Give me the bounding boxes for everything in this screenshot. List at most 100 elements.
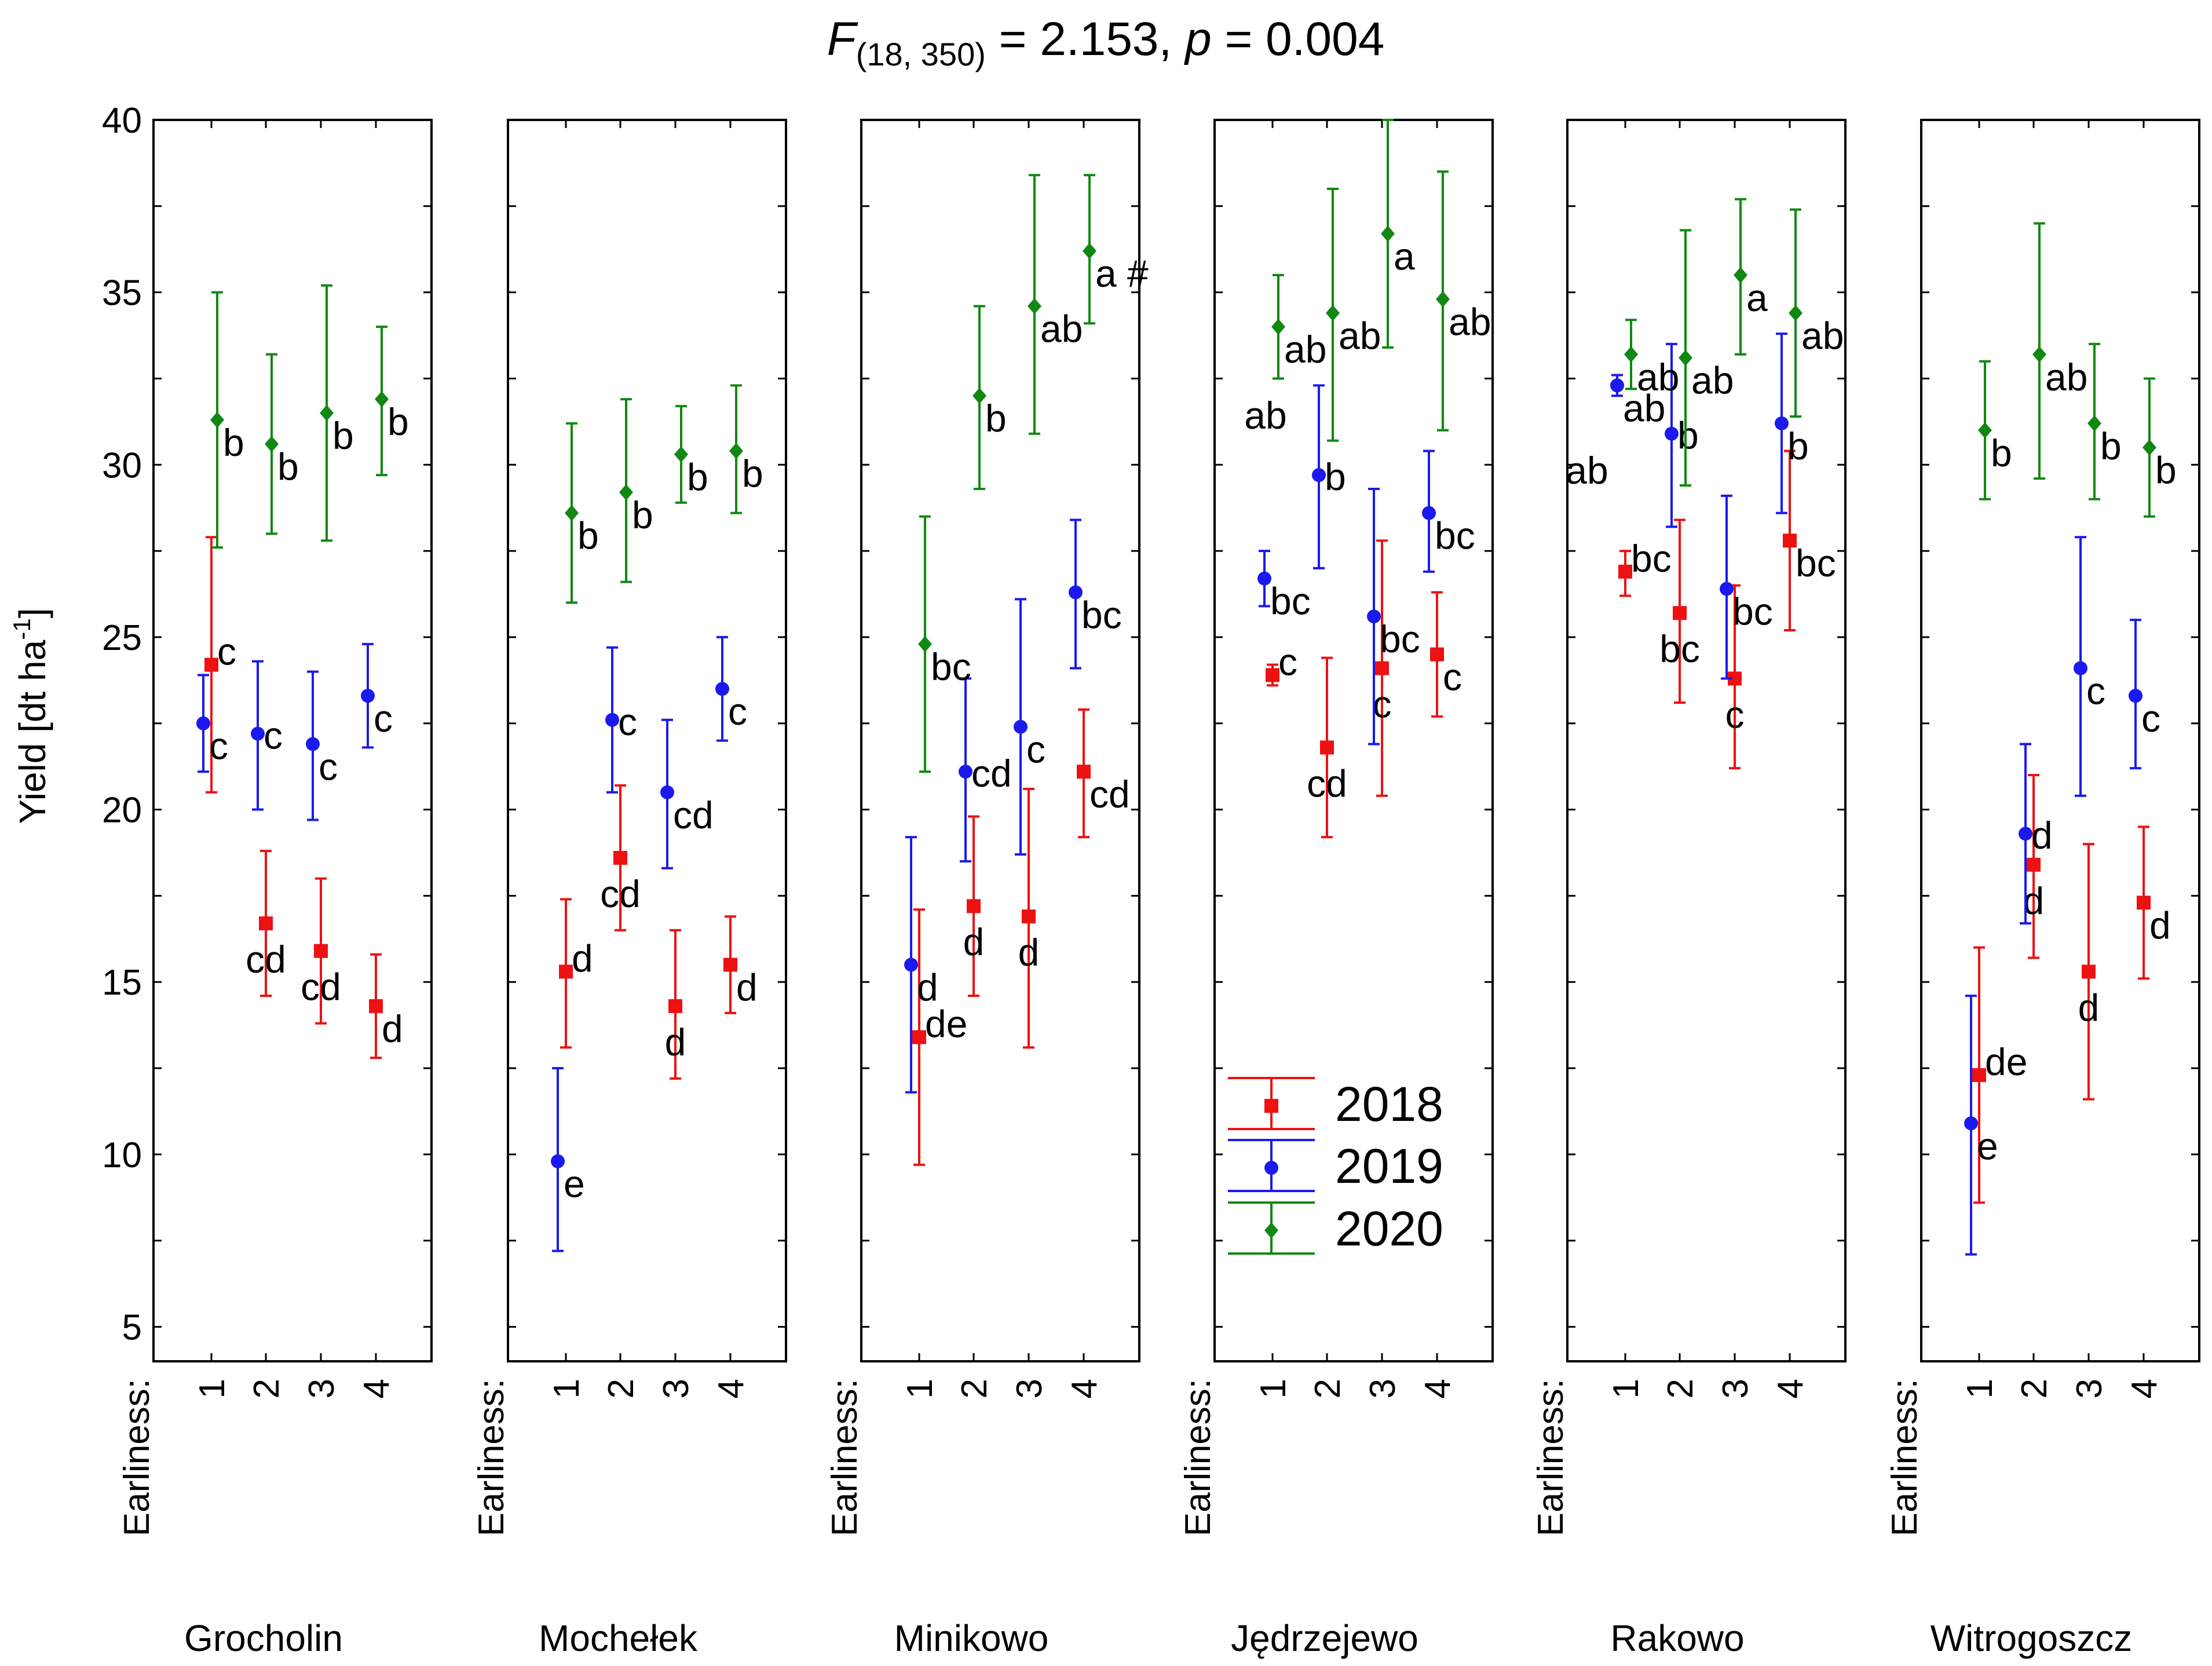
point-2019 xyxy=(1610,378,1624,393)
significance-letter: b xyxy=(1325,455,1346,498)
x-tick-label: 2 xyxy=(1661,1379,1701,1398)
significance-letter: ab xyxy=(2045,356,2087,399)
x-tick-label: 1 xyxy=(900,1379,940,1398)
point-2019 xyxy=(1422,506,1436,520)
significance-letter: d xyxy=(2031,814,2053,857)
extra-letter: ab xyxy=(1566,449,1608,492)
x-axis-prefix: Earliness: xyxy=(471,1379,511,1536)
x-axis-prefix: Earliness: xyxy=(1531,1379,1571,1536)
point-2020 xyxy=(1789,305,1802,321)
x-tick-label: 2 xyxy=(2014,1379,2054,1398)
series-2020: bc b ab a # xyxy=(918,174,1149,773)
y-tick-label: 15 xyxy=(102,963,142,1003)
panel-frame xyxy=(860,119,1140,1362)
y-tick-label: 25 xyxy=(102,618,142,658)
legend-item-2018: 2018 xyxy=(1228,1077,1443,1131)
x-tick-label: 2 xyxy=(601,1379,641,1398)
point-2020 xyxy=(210,411,224,428)
title-sub: (18, 350) xyxy=(856,36,986,72)
significance-letter: d xyxy=(665,1021,686,1064)
significance-letter: c xyxy=(2086,669,2105,712)
y-tick-label: 40 xyxy=(102,101,142,141)
significance-letter: c xyxy=(728,690,747,733)
point-2019 xyxy=(551,1154,565,1168)
x-axis-prefix: Earliness: xyxy=(1885,1379,1925,1536)
significance-letter: cd xyxy=(600,872,641,915)
panel-frame xyxy=(152,119,433,1362)
point-2020 xyxy=(729,443,743,459)
site-name: Mochełek xyxy=(539,1617,698,1659)
significance-letter: b xyxy=(577,514,599,557)
point-2020 xyxy=(1381,225,1395,242)
x-tick-label: 3 xyxy=(1716,1379,1756,1398)
significance-letter: c xyxy=(264,714,283,757)
point-2019 xyxy=(2129,689,2142,703)
y-axis-title-end: ] xyxy=(12,608,53,619)
point-2019 xyxy=(2074,661,2087,675)
significance-letter: ab xyxy=(1691,359,1734,402)
x-tick-label: 1 xyxy=(192,1379,232,1398)
point-2020 xyxy=(2087,415,2101,432)
significance-letter: d xyxy=(736,966,758,1009)
point-2020 xyxy=(565,505,579,521)
point-2020 xyxy=(2032,346,2046,363)
significance-letter: e xyxy=(1977,1124,1998,1167)
significance-letter: ab xyxy=(1339,314,1381,357)
legend-label: 2020 xyxy=(1335,1201,1443,1256)
legend-label: 2018 xyxy=(1335,1077,1443,1131)
x-tick-label: 3 xyxy=(1363,1379,1403,1398)
point-2019 xyxy=(959,765,972,779)
significance-letter: bc xyxy=(931,645,971,688)
series-2019: e c cd c xyxy=(551,635,747,1252)
x-tick-label: 2 xyxy=(247,1379,287,1398)
significance-letter: c xyxy=(1725,693,1745,736)
significance-letter: d xyxy=(1018,931,1040,974)
significance-letter: a xyxy=(1394,235,1415,277)
significance-letter: bc xyxy=(1631,537,1672,580)
point-2019 xyxy=(196,716,210,730)
point-2020 xyxy=(2142,439,2156,456)
x-tick-label: 4 xyxy=(1771,1379,1811,1398)
significance-letter: b xyxy=(632,494,653,536)
x-tick-label: 1 xyxy=(1253,1379,1293,1398)
significance-letter: ab xyxy=(1284,328,1326,371)
point-2018 xyxy=(613,850,627,865)
significance-letter: c xyxy=(1373,682,1392,725)
significance-letter: a # xyxy=(1095,252,1149,295)
significance-letter: bc xyxy=(1380,618,1420,660)
panel-frame xyxy=(507,119,787,1362)
panel-frame xyxy=(1566,119,1847,1362)
point-2018 xyxy=(314,944,328,958)
point-2020 xyxy=(1734,266,1747,283)
point-2019 xyxy=(361,689,375,703)
point-2018 xyxy=(1320,740,1334,755)
x-tick-label: 4 xyxy=(357,1379,397,1398)
significance-letter: c xyxy=(209,725,228,768)
legend-marker-2020 xyxy=(1264,1222,1278,1238)
x-tick-label: 3 xyxy=(2070,1379,2109,1398)
point-2019 xyxy=(904,958,918,972)
series-2018: de d d d xyxy=(1972,774,2171,1204)
y-tick-label: 10 xyxy=(102,1135,142,1175)
significance-letter: d xyxy=(382,1007,403,1050)
point-2018 xyxy=(967,899,981,914)
significance-letter: c xyxy=(1443,656,1462,699)
y-tick-label: 20 xyxy=(102,791,142,831)
significance-letter: b xyxy=(223,421,244,464)
x-tick-label: 4 xyxy=(1065,1379,1105,1398)
point-2019 xyxy=(1775,416,1789,430)
x-tick-label: 1 xyxy=(1960,1379,2000,1398)
x-axis-prefix: Earliness: xyxy=(825,1379,865,1536)
significance-letter: bc xyxy=(1659,627,1700,670)
point-2018 xyxy=(1077,765,1091,779)
significance-letter: de xyxy=(1985,1040,2027,1083)
x-tick-label: 2 xyxy=(955,1379,995,1398)
significance-letter: d xyxy=(2078,986,2100,1029)
significance-letter: ab xyxy=(1801,314,1844,357)
significance-letter: cd xyxy=(971,752,1012,795)
y-tick-label: 35 xyxy=(102,273,142,313)
series-2019: d cdc bc xyxy=(904,518,1122,1094)
